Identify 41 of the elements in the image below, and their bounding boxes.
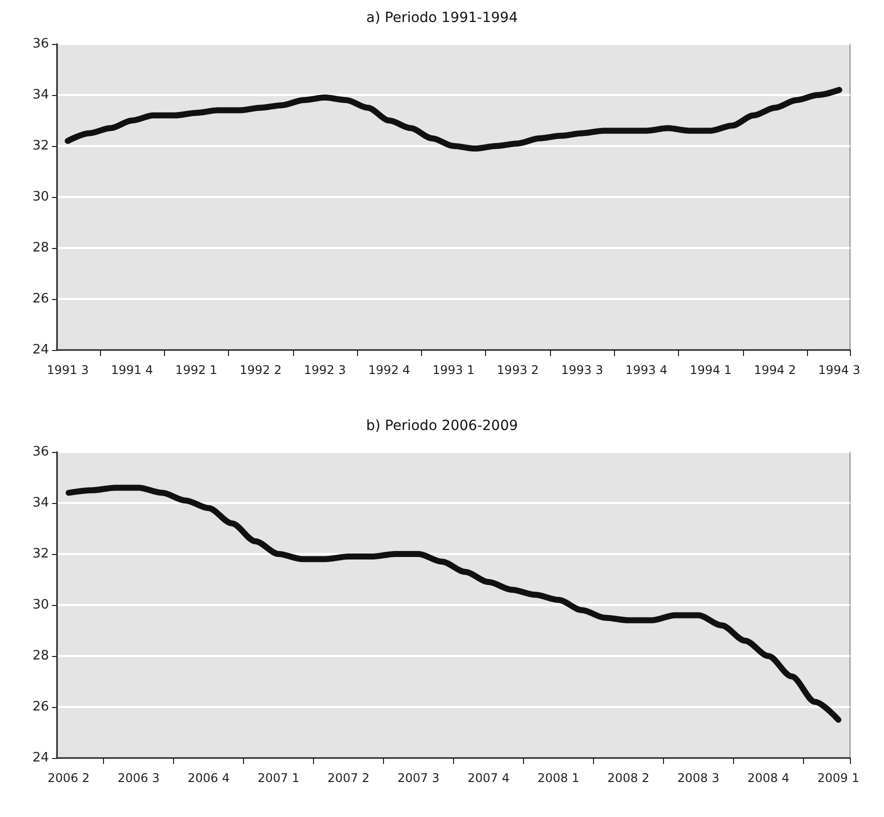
x-tick-label: 2008 3 [677,771,720,785]
x-tick-label: 2007 1 [258,771,300,785]
x-tick-label: 1991 3 [46,363,89,377]
x-tick-label: 1991 4 [111,363,154,377]
x-tick-label: 2008 2 [607,771,650,785]
chart-title: a) Periodo 1991-1994 [366,10,518,26]
x-tick-label: 1992 2 [240,363,282,377]
x-tick-label: 1993 2 [496,363,539,377]
x-tick-label: 2006 3 [118,771,160,785]
y-tick-label: 36 [32,444,49,460]
x-tick-label: 1993 1 [432,363,474,377]
y-tick-label: 24 [32,342,49,358]
x-tick-label: 1993 4 [625,363,668,377]
y-tick-label: 34 [32,496,49,510]
x-tick-label: 1993 3 [561,363,604,377]
chart-title: b) Periodo 2006-2009 [366,418,518,434]
x-tick-label: 2009 1 [817,771,860,785]
x-tick-label: 1992 4 [368,363,410,377]
y-tick-label: 30 [32,190,49,204]
x-tick-label: 1994 2 [754,363,796,377]
x-tick-label: 1994 1 [690,363,732,377]
y-tick-label: 28 [32,240,49,256]
y-tick-label: 30 [32,598,49,612]
x-tick-label: 2007 2 [328,771,370,785]
x-tick-label: 1994 3 [818,363,860,377]
x-tick-label: 2008 4 [747,771,790,785]
x-tick-label: 1992 3 [304,363,346,377]
y-tick-label: 36 [32,36,49,52]
y-tick-label: 26 [32,700,49,714]
y-tick-label: 24 [32,750,49,766]
x-tick-label: 2006 4 [188,771,230,785]
y-tick-label: 28 [32,648,49,664]
x-tick-label: 2006 2 [48,771,90,785]
y-tick-label: 32 [32,546,49,562]
x-tick-label: 2008 1 [537,771,580,785]
y-tick-label: 26 [32,292,49,306]
y-tick-label: 34 [32,88,49,102]
x-tick-label: 1992 1 [175,363,218,377]
y-tick-label: 32 [32,138,49,154]
x-tick-label: 2007 3 [398,771,440,785]
x-tick-label: 2007 4 [467,771,510,785]
